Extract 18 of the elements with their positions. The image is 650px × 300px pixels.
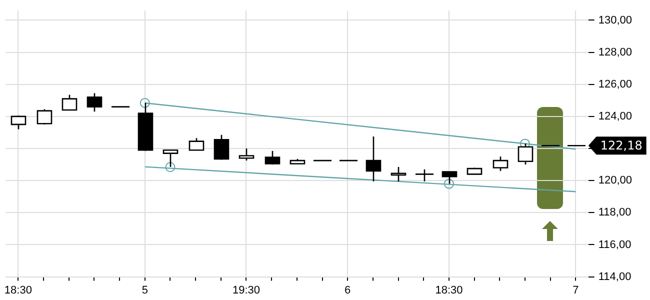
text: 122,18 xyxy=(600,138,642,153)
x-tick-label: 6 xyxy=(344,284,351,296)
point xyxy=(444,178,454,189)
point xyxy=(165,162,176,172)
y-tick-label: 116,00 xyxy=(598,238,632,251)
y-tick-label: 124,00 xyxy=(598,110,632,122)
y-tick-label: 128,00 xyxy=(598,46,632,58)
x-tick-label: 5 xyxy=(142,284,148,296)
x-tick-label: 19:30 xyxy=(232,284,260,296)
point xyxy=(140,98,150,108)
y-tick-label: 120,00 xyxy=(598,174,632,187)
x-tick-label: 18:30 xyxy=(435,284,463,296)
y-tick-label: 118,00 xyxy=(598,206,632,219)
y-tick-label: 126,00 xyxy=(598,78,632,90)
x-tick-label: 7 xyxy=(572,284,579,296)
y-tick-label: 130,00 xyxy=(598,14,632,26)
x-tick-label: 18:30 xyxy=(4,284,32,296)
y-tick-label: 114,00 xyxy=(598,270,632,283)
